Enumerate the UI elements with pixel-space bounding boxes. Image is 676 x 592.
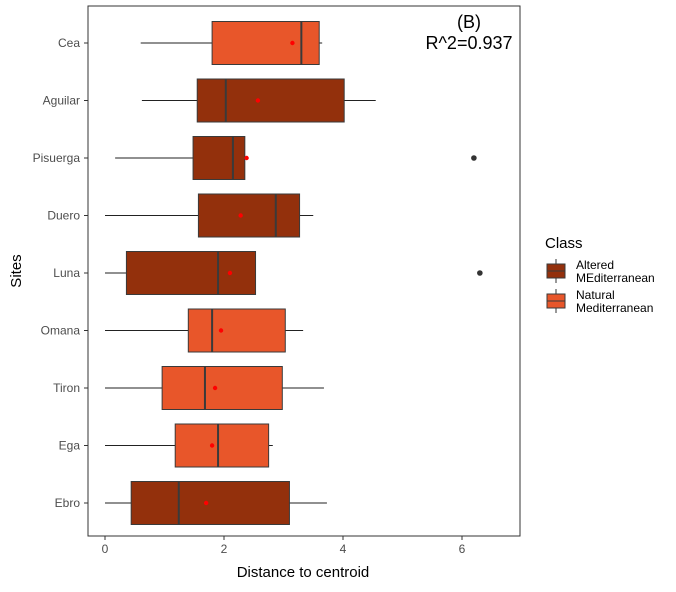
x-tick-label: 0: [102, 542, 109, 556]
box-aguilar: [141, 78, 376, 123]
box-body: [196, 78, 345, 123]
annotation-r2: R^2=0.937: [425, 33, 512, 53]
plot-area: [105, 21, 483, 525]
mean-point: [290, 40, 295, 46]
plot-panel-border: [87, 5, 521, 537]
x-tick-label: 4: [340, 542, 347, 556]
box-luna: [105, 251, 483, 295]
y-tick-label: Pisuerga: [33, 151, 81, 165]
box-tiron: [105, 366, 324, 410]
mean-point: [203, 500, 209, 506]
mean-point: [218, 328, 224, 333]
box-ebro: [105, 481, 327, 525]
annotation-label: (B): [457, 12, 481, 32]
y-tick-label: Aguilar: [43, 94, 80, 108]
box-body: [161, 366, 283, 410]
y-tick-label: Luna: [53, 266, 80, 280]
box-pisuerga: [115, 136, 477, 180]
mean-point: [227, 270, 233, 276]
legend-label-line1: Natural: [576, 288, 615, 302]
y-tick-label: Tiron: [53, 381, 80, 395]
mean-point: [212, 385, 218, 391]
x-tick-label: 2: [221, 542, 228, 556]
mean-point: [255, 98, 261, 103]
legend-label-line1: Altered: [576, 258, 614, 272]
box-body: [174, 423, 270, 468]
x-tick-label: 6: [459, 542, 466, 556]
y-tick-label: Ega: [59, 439, 81, 453]
outlier-point: [477, 270, 483, 276]
y-tick-label: Cea: [58, 36, 80, 50]
box-ega: [105, 423, 273, 468]
legend-title: Class: [545, 235, 583, 252]
box-body: [187, 308, 286, 353]
y-axis-title: Sites: [8, 254, 25, 287]
box-cea: [140, 21, 323, 65]
box-body: [130, 481, 290, 525]
box-duero: [105, 193, 314, 238]
outlier-point: [471, 155, 477, 161]
box-omana: [105, 308, 304, 353]
mean-point: [209, 443, 215, 448]
legend-label-line2: Mediterranean: [576, 301, 653, 315]
mean-point: [238, 213, 243, 218]
x-axis: 0 2 4 6: [102, 536, 466, 556]
mean-point: [244, 155, 249, 161]
box-body: [211, 21, 320, 65]
y-tick-label: Duero: [47, 209, 80, 223]
y-tick-label: Omana: [41, 324, 81, 338]
legend-label-line2: MEditerranean: [576, 271, 655, 285]
y-tick-label: Ebro: [55, 496, 81, 510]
box-body: [197, 193, 301, 238]
x-axis-title: Distance to centroid: [237, 564, 370, 581]
box-body: [125, 251, 257, 295]
box-body: [192, 136, 246, 180]
y-axis: Cea Aguilar Pisuerga Duero Luna Omana Tiron Ega…: [33, 36, 88, 510]
